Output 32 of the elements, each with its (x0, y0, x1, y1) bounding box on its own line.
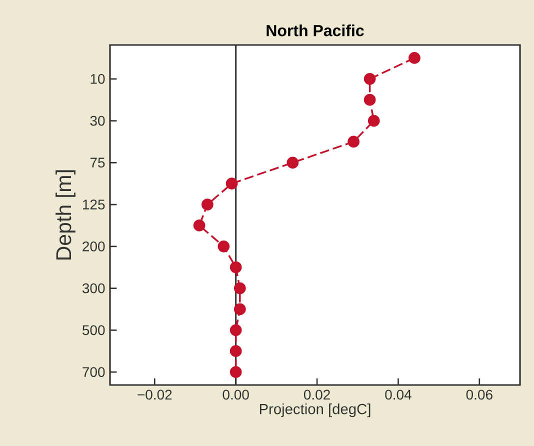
point (218, 240, 230, 252)
chart-title: North Pacific (266, 24, 364, 36)
x-tick-label: 0.06 (466, 390, 492, 400)
y-axis-title: Depth [m] (56, 170, 76, 260)
point (230, 324, 242, 336)
x-tick-label: 0.02 (304, 390, 330, 400)
point (364, 94, 376, 106)
y-tick-label: 500 (82, 325, 105, 336)
point (230, 261, 242, 274)
x-tick-label: 0.04 (385, 390, 412, 400)
point (193, 220, 206, 232)
point (230, 345, 242, 358)
y-tick-label: 300 (82, 283, 105, 294)
x-tick-label: 0.00 (222, 390, 249, 400)
point (234, 282, 246, 294)
y-tick-label: 200 (82, 241, 105, 252)
point (368, 114, 380, 127)
y-tick-label: 75 (90, 158, 105, 168)
y-tick-label: 30 (90, 116, 105, 126)
y-tick-label: 125 (83, 200, 105, 210)
point (226, 178, 238, 190)
x-axis-title: Projection [degC] (260, 403, 370, 418)
point (234, 303, 246, 316)
point (364, 72, 376, 85)
point (230, 366, 242, 378)
point (348, 136, 360, 148)
point (202, 198, 214, 210)
point (286, 156, 299, 169)
x-tick-label: −0.02 (138, 390, 172, 400)
y-tick-label: 10 (90, 74, 105, 84)
point (408, 52, 420, 64)
y-tick-label: 700 (82, 367, 105, 377)
